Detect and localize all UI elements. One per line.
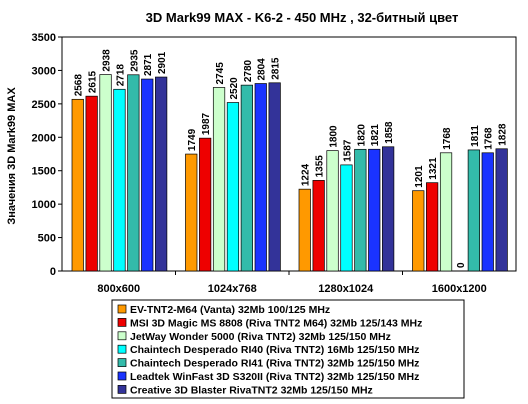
data-label: 1821 bbox=[370, 124, 381, 147]
chart-title: 3D Mark99 MAX - K6-2 - 450 MHz , 32-битн… bbox=[146, 10, 459, 25]
legend-swatch bbox=[117, 331, 127, 341]
data-label: 1811 bbox=[470, 125, 481, 147]
data-label: 1820 bbox=[356, 124, 367, 147]
data-label: 2615 bbox=[88, 70, 99, 93]
legend-swatch bbox=[117, 371, 127, 381]
bar bbox=[185, 153, 198, 272]
legend-entry: Leadtek WinFast 3D S320II (Riva TNT2) 32… bbox=[130, 371, 419, 383]
data-label: 1828 bbox=[498, 123, 509, 146]
legend-entry: Creative 3D Blaster RivaTNT2 32Mb 125/15… bbox=[130, 384, 373, 396]
data-label: 2935 bbox=[129, 49, 140, 72]
y-tick-label: 2000 bbox=[32, 132, 56, 144]
data-label: 1321 bbox=[428, 157, 439, 180]
bar bbox=[99, 74, 112, 272]
x-tick-label: 800x600 bbox=[97, 283, 140, 295]
data-label: 1201 bbox=[414, 165, 425, 188]
bar bbox=[495, 148, 508, 272]
bar bbox=[412, 190, 425, 272]
bar bbox=[113, 88, 126, 272]
y-tick-label: 3500 bbox=[32, 32, 56, 44]
data-label: 2745 bbox=[215, 62, 226, 85]
data-label: 2901 bbox=[157, 51, 168, 74]
data-label: 2938 bbox=[102, 49, 113, 72]
bar bbox=[354, 148, 367, 272]
legend-entry: Chaintech Desperado RI40 (Riva TNT2) 16M… bbox=[130, 344, 419, 356]
y-tick-label: 3000 bbox=[32, 65, 56, 77]
bar bbox=[71, 98, 84, 272]
x-tick-label: 1024x768 bbox=[208, 283, 257, 295]
bar bbox=[426, 182, 439, 272]
legend-swatch bbox=[117, 318, 127, 327]
data-label: 2520 bbox=[229, 77, 240, 100]
legend-entry: Chaintech Desperado RI41 (Riva TNT2) 32M… bbox=[130, 358, 419, 370]
data-label: 0 bbox=[456, 262, 467, 268]
bar bbox=[312, 180, 325, 272]
data-label: 2568 bbox=[74, 74, 85, 97]
legend-entry: JetWay Wonder 5000 (Riva TNT2) 32Mb 125/… bbox=[130, 331, 391, 343]
y-tick-label: 500 bbox=[38, 233, 56, 245]
bar bbox=[340, 164, 353, 272]
x-tick-label: 1600x1200 bbox=[432, 283, 487, 295]
bar bbox=[481, 152, 494, 272]
legend-swatch bbox=[117, 344, 127, 354]
legend-swatch bbox=[117, 385, 127, 394]
legend-entry: EV-TNT2-M64 (Vanta) 32Mb 100/125 MHz bbox=[130, 304, 330, 316]
data-label: 1587 bbox=[342, 139, 353, 162]
bar bbox=[326, 150, 339, 272]
y-tick-label: 2500 bbox=[32, 99, 56, 111]
bar bbox=[382, 146, 395, 272]
x-tick-label: 1280x1024 bbox=[318, 283, 374, 295]
data-label: 2871 bbox=[143, 53, 154, 76]
legend-swatch bbox=[117, 358, 127, 367]
data-label: 2804 bbox=[257, 58, 268, 81]
data-label: 1987 bbox=[201, 112, 212, 135]
bar bbox=[212, 87, 226, 272]
bar bbox=[439, 152, 453, 272]
data-label: 2815 bbox=[271, 57, 282, 80]
legend: EV-TNT2-M64 (Vanta) 32Mb 100/125 MHzMSI … bbox=[111, 299, 465, 399]
data-label: 1355 bbox=[315, 155, 326, 178]
bar bbox=[240, 84, 253, 272]
y-tick-label: 0 bbox=[50, 266, 56, 278]
data-label: 2718 bbox=[115, 64, 126, 87]
y-tick-label: 1500 bbox=[32, 166, 56, 178]
data-label: 1749 bbox=[187, 128, 198, 151]
bar bbox=[254, 83, 267, 272]
bar bbox=[155, 76, 168, 272]
bar bbox=[226, 102, 240, 272]
legend-frame bbox=[111, 299, 465, 399]
bar bbox=[268, 82, 281, 272]
data-label: 1768 bbox=[484, 127, 495, 150]
y-axis-label: Значения 3D Mark99 MAX bbox=[6, 87, 18, 225]
bar bbox=[199, 137, 212, 272]
bar bbox=[127, 74, 140, 272]
data-label: 1800 bbox=[329, 125, 340, 148]
bar bbox=[298, 188, 311, 272]
legend-swatch bbox=[117, 304, 127, 314]
y-tick-label: 1000 bbox=[32, 199, 56, 211]
bar bbox=[467, 149, 480, 272]
data-label: 1768 bbox=[442, 127, 453, 150]
data-label: 2780 bbox=[243, 59, 254, 82]
bar bbox=[141, 78, 154, 272]
data-label: 1224 bbox=[301, 163, 312, 186]
bar bbox=[368, 148, 381, 272]
legend-entry: MSI 3D Magic MS 8808 (Riva TNT2 M64) 32M… bbox=[130, 317, 422, 329]
bar bbox=[85, 95, 98, 272]
data-label: 1858 bbox=[384, 121, 395, 144]
